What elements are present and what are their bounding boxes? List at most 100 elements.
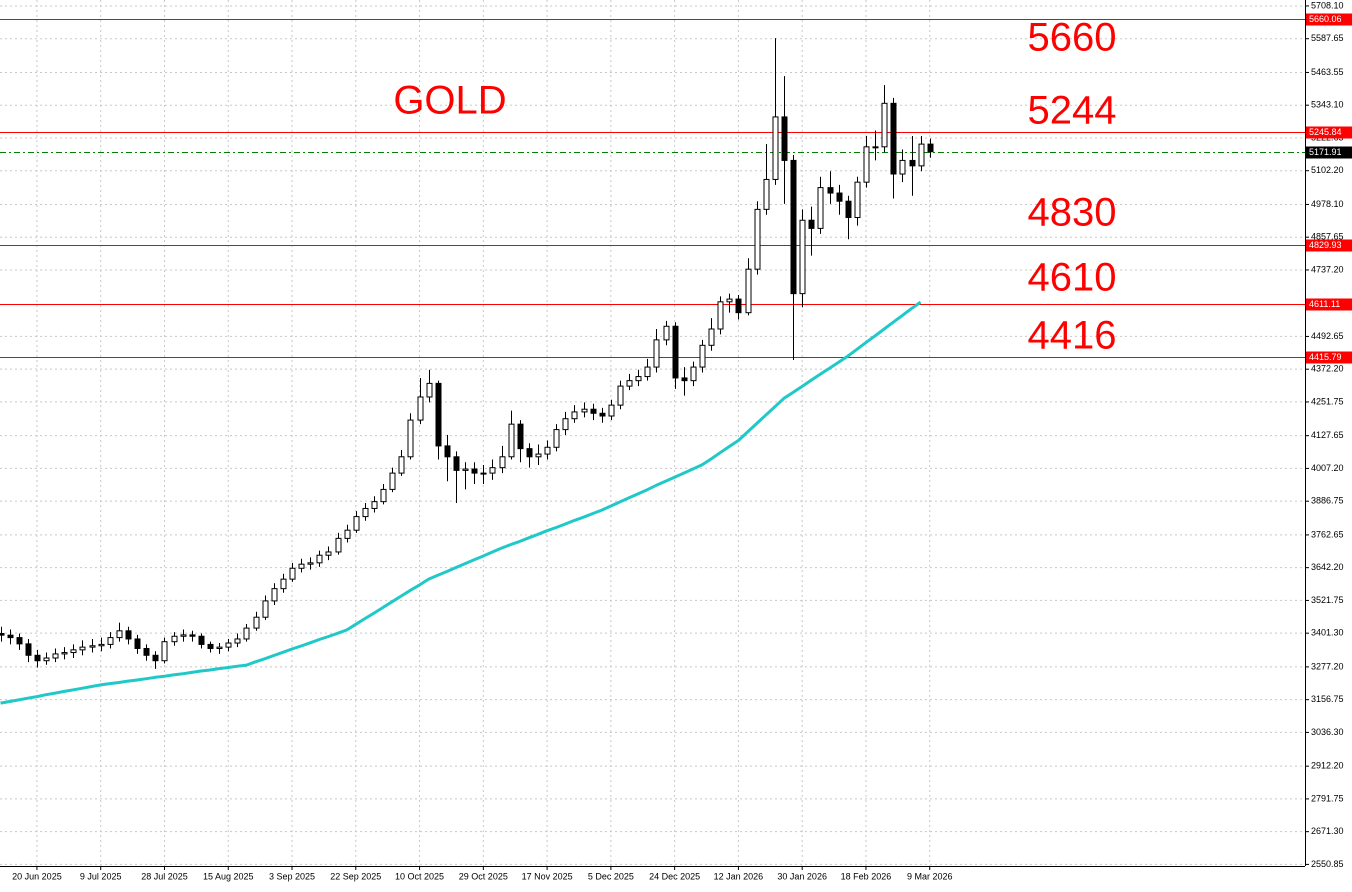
- candle-body: [298, 563, 305, 569]
- candle-body: [426, 382, 433, 398]
- candle-body: [389, 472, 396, 490]
- y-tick-label: 4251.75: [1311, 396, 1344, 406]
- candle-body: [34, 654, 41, 662]
- moving-average-line: [0, 300, 922, 705]
- candle-body: [681, 377, 688, 382]
- x-tick-label: 10 Oct 2025: [395, 871, 444, 881]
- candle-body: [43, 657, 50, 662]
- y-tick-label: 4492.65: [1311, 331, 1344, 341]
- level-label-box: [1306, 126, 1352, 139]
- candle-body: [735, 298, 742, 314]
- candles: [0, 38, 934, 669]
- candle-body: [243, 627, 250, 640]
- level-label: 5660.06: [1309, 14, 1342, 24]
- candle-body: [335, 537, 342, 553]
- candle-body: [617, 385, 624, 406]
- candle-body: [198, 635, 205, 645]
- y-tick-label: 5102.20: [1311, 165, 1344, 175]
- levels: [0, 19, 1305, 358]
- x-tick-label: 20 Jun 2025: [12, 871, 62, 881]
- candle-body: [380, 488, 387, 503]
- candle-body: [571, 411, 578, 420]
- candle-body: [7, 634, 14, 639]
- y-tick-label: 3642.20: [1311, 562, 1344, 572]
- current-price-label: 5171.91: [1309, 147, 1342, 157]
- grid: [0, 0, 1305, 866]
- annotations: GOLD 5660 5244 4830 4610 4416: [393, 16, 1116, 358]
- candle-body: [152, 654, 159, 662]
- candle-body: [125, 630, 132, 640]
- candle-body: [535, 453, 542, 458]
- y-tick-label: 3036.30: [1311, 727, 1344, 737]
- candle-body: [444, 445, 451, 458]
- candle-body: [70, 649, 77, 654]
- candle-body: [927, 143, 934, 153]
- y-tick-label: 3762.65: [1311, 529, 1344, 539]
- x-tick-label: 28 Jul 2025: [141, 871, 188, 881]
- candle-body: [708, 328, 715, 346]
- x-tick-label: 3 Sep 2025: [269, 871, 315, 881]
- candle-body: [371, 501, 378, 509]
- level-label-box: [1306, 239, 1352, 252]
- candle-body: [663, 325, 670, 341]
- x-tick-label: 9 Jul 2025: [80, 871, 122, 881]
- candle-body: [116, 630, 123, 639]
- candle-body: [635, 376, 642, 382]
- x-tick-label: 22 Sep 2025: [330, 871, 381, 881]
- x-tick-label: 12 Jan 2026: [714, 871, 764, 881]
- candle-body: [827, 187, 834, 194]
- candle-body: [599, 412, 606, 417]
- candle-body: [717, 301, 724, 330]
- candle-body: [581, 408, 588, 413]
- y-tick-label: 4978.10: [1311, 199, 1344, 209]
- candle-body: [180, 634, 187, 637]
- candle-body: [817, 187, 824, 229]
- candle-body: [25, 643, 32, 656]
- candle-body: [271, 588, 278, 602]
- candle-body: [134, 638, 141, 649]
- axes: 5708.105587.655463.555343.105222.655102.…: [12, 0, 1352, 881]
- candle-body: [161, 641, 168, 662]
- level-label: 4415.79: [1309, 352, 1342, 362]
- y-tick-label: 2791.75: [1311, 793, 1344, 803]
- candle-body: [216, 646, 223, 649]
- annotation: GOLD: [393, 79, 506, 123]
- annotation: 5660: [1028, 16, 1117, 60]
- y-tick-label: 3886.75: [1311, 496, 1344, 506]
- candle-body: [435, 382, 442, 447]
- x-tick-label: 29 Oct 2025: [459, 871, 508, 881]
- y-tick-label: 5343.10: [1311, 100, 1344, 110]
- candle-body: [225, 642, 232, 648]
- candle-body: [98, 643, 105, 647]
- level-label: 5245.84: [1309, 127, 1342, 137]
- candle-body: [462, 468, 469, 471]
- candle-body: [499, 456, 506, 469]
- candle-body: [61, 652, 68, 655]
- candle-body: [453, 456, 460, 471]
- candle-body: [480, 472, 487, 475]
- candle-body: [508, 423, 515, 458]
- current-price-box: [1306, 146, 1352, 159]
- candle-body: [881, 102, 888, 148]
- candle-body: [644, 366, 651, 378]
- candle-body: [909, 159, 916, 167]
- candle-body: [726, 298, 733, 303]
- candle-body: [307, 562, 314, 565]
- candle-body: [890, 102, 897, 175]
- x-tick-label: 5 Dec 2025: [588, 871, 634, 881]
- candle-body: [845, 200, 852, 219]
- y-tick-label: 2550.85: [1311, 859, 1344, 869]
- y-tick-label: 4372.20: [1311, 364, 1344, 374]
- candle-body: [608, 404, 615, 417]
- candle-body: [353, 516, 360, 531]
- candle-body: [79, 646, 86, 651]
- candle-body: [763, 178, 770, 210]
- candle-body: [808, 219, 815, 229]
- candle-body: [899, 159, 906, 175]
- y-tick-label: 5463.55: [1311, 67, 1344, 77]
- y-tick-label: 5587.65: [1311, 33, 1344, 43]
- candle-body: [398, 456, 405, 474]
- candle-body: [672, 325, 679, 379]
- candle-body: [89, 645, 96, 648]
